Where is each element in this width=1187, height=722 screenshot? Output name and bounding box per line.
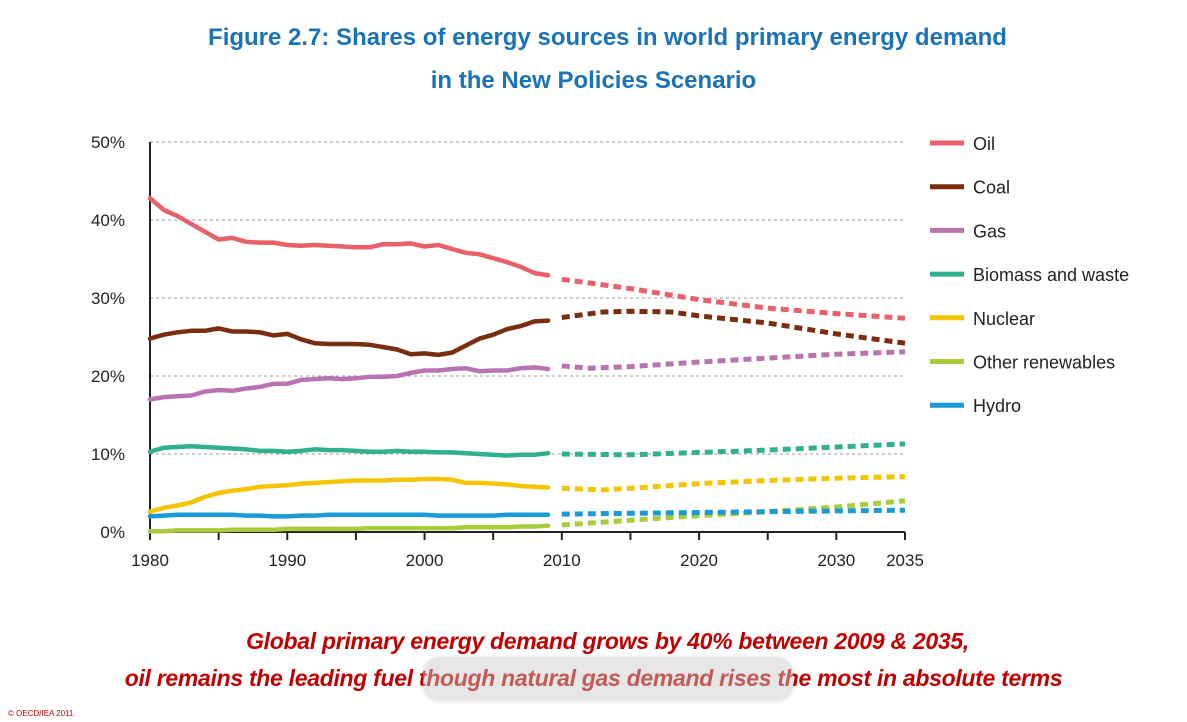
copyright-notice: © OECD/IEA 2011 <box>8 709 74 718</box>
series-coal-historical <box>147 318 551 358</box>
caption-line-2: oil remains the leading fuel though natu… <box>124 665 1063 691</box>
legend-label-gas: Gas <box>973 221 1006 241</box>
x-tick-label: 1990 <box>268 551 306 570</box>
y-tick-label: 40% <box>91 211 125 230</box>
legend-label-coal: Coal <box>973 178 1010 198</box>
chart-subtitle: in the New Policies Scenario <box>430 67 757 94</box>
x-tick-label: 1980 <box>131 551 169 570</box>
series-hydro-projection <box>561 507 906 517</box>
legend-label-oil: Oil <box>973 134 995 154</box>
line-chart: 0% 10% 20% 30% 40% 50% 1980 1990 2000 2010 2020 203… <box>91 133 1129 570</box>
series-oil-historical <box>147 195 551 278</box>
legend-label-hydro: Hydro <box>973 396 1021 416</box>
x-tick-label: 2020 <box>680 551 718 570</box>
series-coal-projection <box>561 308 906 346</box>
series-nuclear-projection <box>561 474 906 493</box>
chart-title: Figure 2.7: Shares of energy sources in … <box>208 24 1007 51</box>
x-tick-label: 2035 <box>886 551 924 570</box>
x-tick-label: 2030 <box>817 551 855 570</box>
series-nuclear-historical <box>147 476 551 514</box>
legend-label-nuclear: Nuclear <box>973 309 1035 329</box>
series-biomass-and-waste-projection <box>561 441 906 458</box>
y-tick-label: 0% <box>100 523 125 542</box>
y-tick-label: 10% <box>91 445 125 464</box>
legend-label-other-renewables: Other renewables <box>973 353 1115 373</box>
series-other-renewables-historical <box>147 523 551 534</box>
series-biomass-and-waste-historical <box>147 443 551 458</box>
y-tick-label: 50% <box>91 133 125 152</box>
y-tick-label: 20% <box>91 367 125 386</box>
series-oil-projection <box>561 276 906 321</box>
series-gas-historical <box>147 365 551 402</box>
series-hydro-historical <box>147 512 551 519</box>
x-tick-label: 2010 <box>543 551 581 570</box>
y-tick-label: 30% <box>91 289 125 308</box>
x-tick-label: 2000 <box>406 551 444 570</box>
legend-label-biomass-and-waste: Biomass and waste <box>973 265 1129 285</box>
caption-line-1: Global primary energy demand grows by 40… <box>246 628 969 654</box>
media-control-overlay[interactable] <box>423 657 793 700</box>
series-gas-projection <box>561 349 906 371</box>
